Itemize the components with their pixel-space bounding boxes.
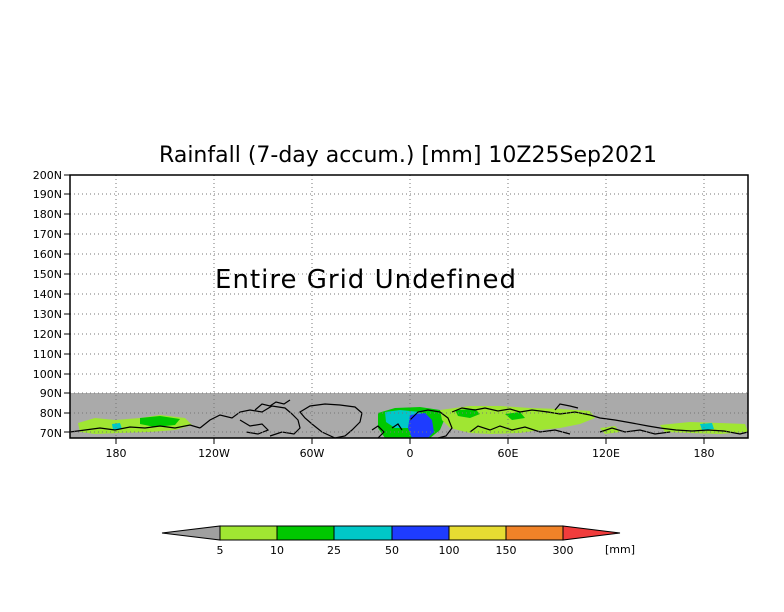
y-tick-label: 140N <box>33 288 62 301</box>
colorbar-label: 10 <box>270 544 284 557</box>
colorbar: 5 10 25 50 100 150 300 [mm] <box>161 525 635 557</box>
y-tick-label: 160N <box>33 248 62 261</box>
colorbar-segment <box>219 525 278 541</box>
colorbar-unit: [mm] <box>605 543 635 556</box>
y-tick-label: 180N <box>33 208 62 221</box>
plot-frame <box>69 174 749 439</box>
x-tick-label: 0 <box>407 447 414 460</box>
x-tick-label: 180 <box>694 447 715 460</box>
x-tick-label: 120E <box>592 447 620 460</box>
gridlines <box>70 175 748 438</box>
x-tick-label: 120W <box>198 447 230 460</box>
y-axis: 200N 190N 180N 170N 160N 150N 140N 130N … <box>33 169 70 440</box>
coastlines <box>69 399 749 439</box>
y-tick-label: 70N <box>40 427 62 440</box>
y-tick-label: 190N <box>33 188 62 201</box>
undefined-grid-message: Entire Grid Undefined <box>215 265 517 295</box>
y-tick-label: 150N <box>33 268 62 281</box>
y-tick-label: 110N <box>33 348 62 361</box>
x-axis: 180 120W 60W 0 60E 120E 180 <box>106 438 715 460</box>
colorbar-label: 5 <box>217 544 224 557</box>
colorbar-segment <box>276 525 335 541</box>
x-tick-label: 60W <box>300 447 325 460</box>
colorbar-label: 300 <box>553 544 574 557</box>
colorbar-label: 25 <box>327 544 341 557</box>
colorbar-over-triangle <box>562 525 621 541</box>
y-tick-label: 80N <box>40 407 62 420</box>
y-tick-label: 200N <box>33 169 62 182</box>
colorbar-label: 150 <box>496 544 517 557</box>
x-tick-label: 180 <box>106 447 127 460</box>
colorbar-under-triangle <box>161 525 221 541</box>
map-plot-area: Entire Grid Undefined <box>69 174 749 439</box>
y-tick-label: 170N <box>33 228 62 241</box>
colorbar-label: 50 <box>385 544 399 557</box>
colorbar-label: 100 <box>439 544 460 557</box>
y-tick-label: 90N <box>40 387 62 400</box>
map-title: Rainfall (7-day accum.) [mm] 10Z25Sep202… <box>159 143 657 168</box>
y-tick-label: 100N <box>33 368 62 381</box>
y-tick-label: 130N <box>33 308 62 321</box>
y-tick-label: 120N <box>33 328 62 341</box>
colorbar-segment <box>505 525 564 541</box>
colorbar-segment <box>448 525 507 541</box>
x-tick-label: 60E <box>498 447 519 460</box>
colorbar-segment <box>333 525 393 541</box>
colorbar-segment <box>391 525 450 541</box>
